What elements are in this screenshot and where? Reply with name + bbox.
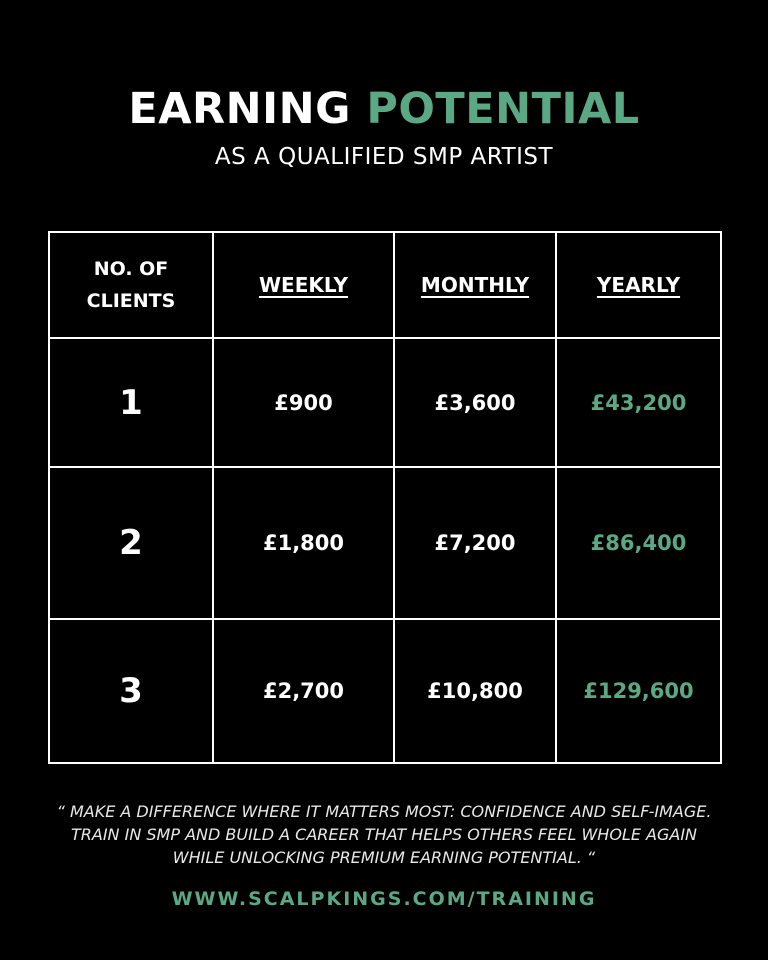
table-row: 2 £1,800 £7,200 £86,400 bbox=[48, 466, 722, 620]
quote-text: “ MAKE A DIFFERENCE WHERE IT MATTERS MOS… bbox=[56, 802, 712, 867]
header-monthly: MONTHLY bbox=[393, 231, 557, 339]
website-link[interactable]: WWW.SCALPKINGS.COM/TRAINING bbox=[171, 888, 597, 910]
cell-yearly: £129,600 bbox=[555, 618, 722, 764]
cell-weekly: £1,800 bbox=[212, 466, 395, 620]
cell-yearly: £86,400 bbox=[555, 466, 722, 620]
table-header-row: NO. OF CLIENTS WEEKLY MONTHLY YEARLY bbox=[48, 231, 722, 339]
header-clients-label: NO. OF CLIENTS bbox=[86, 258, 176, 312]
cell-clients: 2 bbox=[48, 466, 214, 620]
cell-monthly: £3,600 bbox=[393, 337, 557, 468]
table-row: 3 £2,700 £10,800 £129,600 bbox=[48, 618, 722, 764]
page-title: EARNING POTENTIAL bbox=[0, 84, 768, 134]
header-monthly-label: MONTHLY bbox=[420, 273, 530, 297]
cell-monthly: £10,800 bbox=[393, 618, 557, 764]
header-yearly-label: YEARLY bbox=[596, 273, 681, 297]
header-clients: NO. OF CLIENTS bbox=[48, 231, 214, 339]
title-part-1: EARNING bbox=[128, 84, 351, 134]
title-part-2: POTENTIAL bbox=[366, 84, 640, 134]
cell-yearly: £43,200 bbox=[555, 337, 722, 468]
cell-weekly: £2,700 bbox=[212, 618, 395, 764]
cell-weekly: £900 bbox=[212, 337, 395, 468]
subtitle: AS A QUALIFIED SMP ARTIST bbox=[214, 144, 554, 170]
header-weekly-label: WEEKLY bbox=[259, 273, 348, 297]
cell-monthly: £7,200 bbox=[393, 466, 557, 620]
table-row: 1 £900 £3,600 £43,200 bbox=[48, 337, 722, 468]
cell-clients: 3 bbox=[48, 618, 214, 764]
header-weekly: WEEKLY bbox=[212, 231, 395, 339]
header-yearly: YEARLY bbox=[555, 231, 722, 339]
earnings-table: NO. OF CLIENTS WEEKLY MONTHLY YEARLY 1 £… bbox=[48, 231, 722, 764]
cell-clients: 1 bbox=[48, 337, 214, 468]
